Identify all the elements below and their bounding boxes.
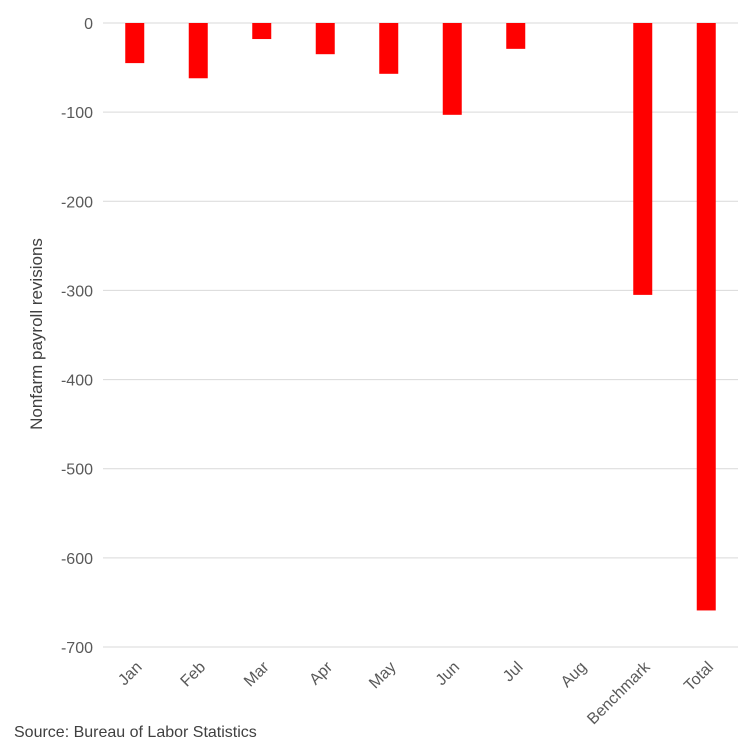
bar-may <box>379 23 399 74</box>
y-tick-label: -100 <box>61 105 93 122</box>
bar-apr <box>315 23 335 55</box>
x-tick-label: Benchmark <box>584 658 654 728</box>
y-tick-label: -400 <box>61 373 93 390</box>
x-tick-label: Mar <box>241 658 273 690</box>
y-tick-label: -500 <box>61 462 93 479</box>
y-tick-label: -200 <box>61 194 93 211</box>
bars <box>125 23 716 611</box>
y-tick-label: 0 <box>84 16 93 33</box>
x-tick-label: May <box>366 659 399 692</box>
x-tick-label: Jul <box>500 659 526 685</box>
y-axis-ticks: 0 -100 -200 -300 -400 -500 -600 -700 <box>61 16 93 657</box>
x-tick-label: Aug <box>558 659 590 691</box>
x-tick-label: Jun <box>433 659 463 689</box>
y-axis-title: Nonfarm payroll revisions <box>27 238 46 430</box>
y-tick-label: -300 <box>61 283 93 300</box>
bar-benchmark <box>633 23 653 295</box>
x-tick-label: Jan <box>115 659 145 689</box>
source-note: Source: Bureau of Labor Statistics <box>14 724 257 741</box>
y-tick-label: -700 <box>61 640 93 657</box>
bar-mar <box>252 23 272 40</box>
bar-jun <box>442 23 462 115</box>
bar-jan <box>125 23 145 64</box>
bar-jul <box>506 23 526 49</box>
y-tick-label: -600 <box>61 551 93 568</box>
x-tick-label: Total <box>681 659 717 695</box>
bar-feb <box>188 23 208 79</box>
gridlines <box>103 22 738 648</box>
x-tick-label: Feb <box>178 659 210 691</box>
x-tick-label: Apr <box>306 658 336 688</box>
bar-total <box>696 23 716 611</box>
